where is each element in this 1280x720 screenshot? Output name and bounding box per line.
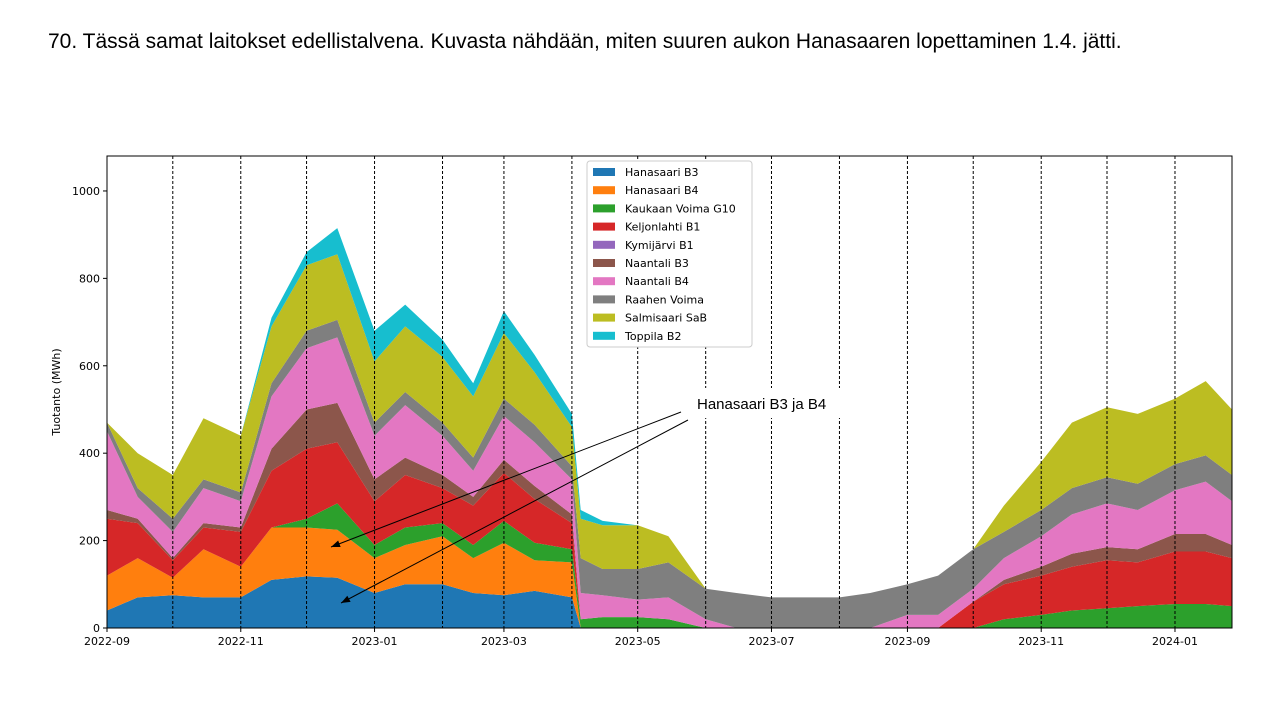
x-tick-label-3: 2023-03 bbox=[481, 635, 527, 648]
callout-box bbox=[686, 388, 848, 418]
legend-swatch-3 bbox=[593, 222, 615, 231]
y-tick-label-4: 800 bbox=[79, 272, 100, 285]
legend-swatch-5 bbox=[593, 259, 615, 267]
x-tick-label-5: 2023-07 bbox=[748, 635, 794, 648]
legend-label-3: Keljonlahti B1 bbox=[625, 221, 700, 234]
legend: Hanasaari B3 Hanasaari B4 Kaukaan Voima G1… bbox=[586, 160, 753, 348]
y-tick-label-0: 0 bbox=[93, 622, 100, 635]
plot-frame bbox=[106, 155, 1233, 629]
callout-annotation: Hanasaari B3 ja B4 bbox=[330, 388, 848, 604]
legend-swatch-7 bbox=[593, 295, 615, 304]
x-tick-label-0: 2022-09 bbox=[84, 635, 130, 648]
area-series-2 bbox=[107, 503, 1232, 628]
y-tick-label-5: 1000 bbox=[72, 185, 100, 198]
legend-label-4: Kymijärvi B1 bbox=[625, 239, 694, 252]
legend-label-5: Naantali B3 bbox=[625, 257, 689, 270]
legend-label-2: Kaukaan Voima G10 bbox=[625, 202, 736, 215]
legend-swatch-8 bbox=[593, 313, 615, 322]
legend-box bbox=[586, 160, 753, 348]
legend-label-7: Raahen Voima bbox=[625, 293, 704, 306]
area-series-1 bbox=[107, 527, 1232, 628]
legend-label-0: Hanasaari B3 bbox=[625, 166, 699, 179]
legend-label-8: Salmisaari SaB bbox=[625, 312, 707, 325]
x-tick-label-8: 2024-01 bbox=[1152, 635, 1198, 648]
y-tick-label-1: 200 bbox=[79, 535, 100, 548]
legend-label-9: Toppila B2 bbox=[624, 330, 681, 343]
legend-label-1: Hanasaari B4 bbox=[625, 184, 699, 197]
x-tick-label-4: 2023-05 bbox=[615, 635, 661, 648]
legend-swatch-6 bbox=[593, 277, 615, 286]
legend-swatch-9 bbox=[593, 331, 615, 340]
legend-swatch-0 bbox=[593, 168, 615, 176]
callout-arrow-hanasaari-b3 bbox=[340, 419, 689, 604]
y-tick-label-3: 600 bbox=[79, 360, 100, 373]
legend-swatch-1 bbox=[593, 186, 615, 195]
area-series-group bbox=[107, 228, 1232, 628]
callout-text: Hanasaari B3 ja B4 bbox=[697, 396, 826, 413]
area-series-7 bbox=[107, 319, 1232, 628]
slide-title: 70. Tässä samat laitokset edellistalvena… bbox=[48, 30, 1122, 53]
area-series-9 bbox=[107, 228, 1232, 598]
x-tick-label-7: 2023-11 bbox=[1018, 635, 1064, 648]
y-axis-ticks: 0 200 400 600 800 1000 bbox=[72, 185, 107, 635]
legend-swatch-2 bbox=[593, 204, 615, 213]
callout-arrowhead-b4 bbox=[331, 540, 341, 548]
x-tick-label-2: 2023-01 bbox=[352, 635, 398, 648]
area-series-0 bbox=[107, 576, 1232, 628]
x-tick-label-1: 2022-11 bbox=[218, 635, 264, 648]
y-tick-label-2: 400 bbox=[79, 447, 100, 460]
y-axis-label: Tuotanto (MWh) bbox=[50, 348, 63, 436]
legend-swatch-4 bbox=[593, 240, 615, 249]
legend-label-6: Naantali B4 bbox=[625, 275, 689, 288]
callout-arrow-hanasaari-b4 bbox=[330, 411, 682, 548]
callout-arrowhead-b3 bbox=[341, 595, 351, 603]
x-tick-label-6: 2023-09 bbox=[884, 635, 930, 648]
x-axis-ticks: 2022-09 2022-11 2023-01 2023-03 2023-05 2023-… bbox=[84, 628, 1198, 648]
